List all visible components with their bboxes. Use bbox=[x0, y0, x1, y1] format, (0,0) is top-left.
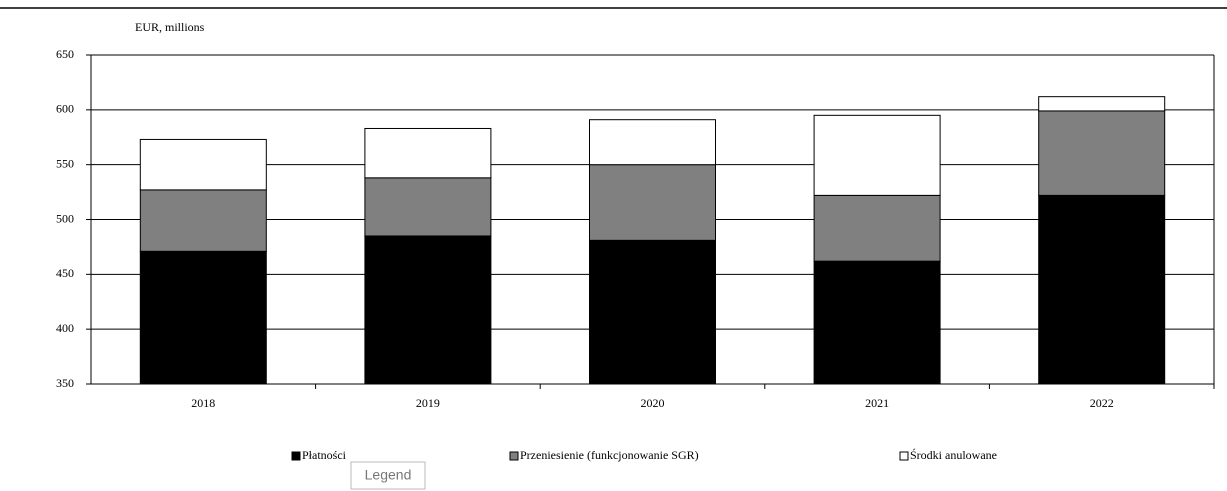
y-tick-label: 400 bbox=[56, 321, 74, 335]
bar-segment bbox=[1038, 194, 1166, 385]
x-tick-label: 2020 bbox=[641, 396, 665, 410]
bar-segment bbox=[1038, 96, 1166, 112]
legend-swatch bbox=[509, 451, 519, 461]
bar-segment bbox=[813, 114, 941, 196]
y-tick-label: 650 bbox=[56, 47, 74, 61]
legend-label: Przeniesienie (funkcjonowanie SGR) bbox=[520, 448, 699, 462]
bar-segment bbox=[139, 138, 267, 191]
bar-segment bbox=[813, 260, 941, 385]
bar-segment bbox=[139, 250, 267, 385]
x-tick-label: 2021 bbox=[865, 396, 889, 410]
bar-segment bbox=[364, 177, 492, 237]
tooltip-box bbox=[350, 461, 426, 490]
legend-swatch bbox=[291, 451, 301, 461]
y-tick-label: 600 bbox=[56, 102, 74, 116]
bar-segment bbox=[589, 239, 716, 385]
y-tick-label: 450 bbox=[56, 266, 74, 280]
bar-segment bbox=[364, 235, 492, 385]
y-tick-label: 500 bbox=[56, 211, 74, 225]
bar-segment bbox=[364, 127, 492, 179]
x-tick-label: 2019 bbox=[416, 396, 440, 410]
bar-segment bbox=[1038, 110, 1166, 196]
bar-segment bbox=[589, 119, 716, 166]
y-tick-label: 550 bbox=[56, 156, 74, 170]
bar-segment bbox=[589, 164, 716, 241]
tooltip-text: Legend bbox=[365, 467, 412, 483]
x-tick-label: 2022 bbox=[1090, 396, 1114, 410]
x-tick-label: 2018 bbox=[191, 396, 215, 410]
y-tick-label: 350 bbox=[56, 376, 74, 390]
bar-segment bbox=[139, 189, 267, 252]
legend-label: Środki anulowane bbox=[910, 448, 997, 462]
legend-label: Płatności bbox=[302, 448, 347, 462]
legend-swatch bbox=[899, 451, 909, 461]
y-axis-label: EUR, millions bbox=[135, 20, 205, 34]
bar-segment bbox=[813, 194, 941, 262]
